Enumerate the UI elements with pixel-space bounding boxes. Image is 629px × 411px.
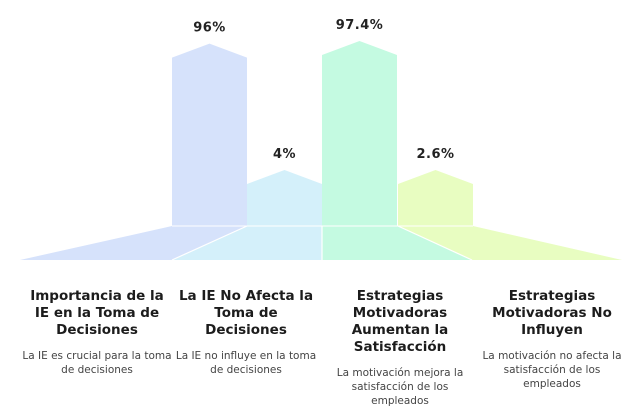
category-title: Estrategias Motivadoras Aumentan la Sati… [351, 288, 449, 355]
bar [247, 170, 322, 226]
floor-divider [397, 225, 473, 261]
category-label-strategies-increase: Estrategias Motivadoras Aumentan la Sati… [325, 288, 475, 408]
category-description: La motivación no afecta la satisfacción … [482, 350, 622, 390]
value-label: 4% [273, 147, 296, 162]
value-label: 97.4% [336, 18, 384, 33]
bar-floor [322, 226, 472, 260]
category-description: La IE es crucial para la toma de decisio… [22, 350, 172, 376]
bar [322, 40, 397, 226]
category-description: La motivación mejora la satisfacción de … [336, 367, 464, 407]
bar [172, 43, 247, 226]
category-title: La IE No Afecta la Toma de Decisiones [178, 288, 314, 338]
category-title: Estrategias Motivadoras No Influyen [492, 288, 612, 338]
category-description: La IE no influye en la toma de decisione… [175, 350, 317, 376]
bar [398, 170, 473, 226]
category-label-ie-no-effect: La IE No Afecta la Toma de Decisiones La… [172, 288, 320, 377]
category-title: Importancia de la IE en la Toma de Decis… [30, 288, 164, 338]
category-label-ie-importance: Importancia de la IE en la Toma de Decis… [22, 288, 172, 377]
value-label: 96% [193, 21, 226, 36]
bar-floor [172, 226, 322, 260]
floor-divider [171, 225, 248, 261]
value-label: 2.6% [416, 147, 454, 162]
category-label-strategies-no-influence: Estrategias Motivadoras No Influyen La m… [478, 288, 626, 391]
